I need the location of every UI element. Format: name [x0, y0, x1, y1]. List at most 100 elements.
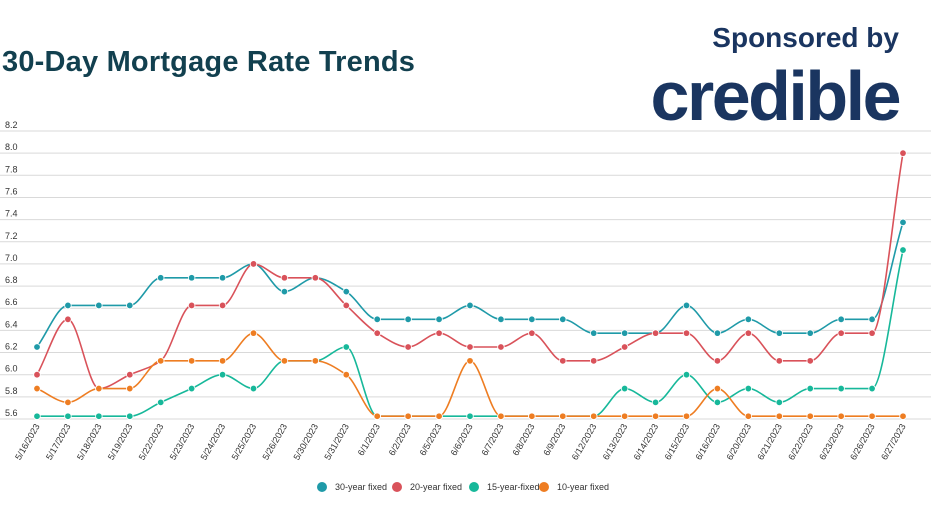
data-point: [33, 412, 41, 420]
data-point: [837, 329, 845, 337]
data-point: [64, 301, 72, 310]
data-point: [64, 412, 72, 420]
data-point: [713, 384, 722, 393]
brand-logo: credible: [650, 57, 902, 135]
x-tick-label: 6/20/2023: [724, 422, 753, 462]
x-tick-label: 5/22/2023: [137, 422, 166, 462]
data-point: [775, 329, 783, 337]
data-point: [744, 384, 753, 393]
data-point: [435, 315, 443, 324]
x-tick-label: 6/14/2023: [632, 422, 661, 462]
data-point: [744, 329, 753, 337]
data-point: [713, 398, 722, 407]
data-point: [713, 357, 722, 365]
data-point: [620, 343, 629, 351]
data-point: [868, 329, 876, 337]
y-tick-label: 5.8: [5, 386, 18, 396]
x-tick-label: 5/31/2023: [322, 422, 351, 462]
data-point: [33, 343, 41, 351]
data-point: [187, 357, 196, 365]
y-tick-label: 7.6: [5, 186, 18, 196]
x-tick-label: 6/7/2023: [479, 422, 505, 457]
data-point: [528, 412, 536, 420]
data-point: [342, 287, 350, 296]
legend-item: 30-year fixed: [317, 482, 387, 492]
data-point: [744, 412, 753, 420]
series-line-2: [37, 249, 904, 418]
chart-title: 30-Day Mortgage Rate Trends: [2, 46, 416, 78]
x-tick-label: 6/2/2023: [387, 422, 413, 457]
y-tick-label: 7.0: [5, 253, 18, 263]
data-point: [682, 301, 691, 310]
data-point: [249, 260, 258, 268]
y-tick-label: 6.0: [5, 364, 18, 374]
data-point: [187, 274, 196, 282]
data-point: [218, 370, 227, 379]
data-point: [837, 315, 845, 324]
x-tick-label: 6/22/2023: [786, 422, 815, 462]
data-point: [559, 357, 567, 365]
gridlines: [0, 130, 931, 420]
data-point: [373, 329, 381, 337]
data-point: [342, 343, 350, 351]
data-point: [126, 370, 134, 379]
legend-item: 15-year-fixed: [469, 482, 540, 492]
data-point: [651, 398, 660, 407]
data-point: [466, 301, 474, 310]
data-point: [899, 246, 907, 254]
data-point: [95, 301, 103, 310]
x-tick-label: 6/26/2023: [848, 422, 877, 462]
x-tick-label: 6/21/2023: [755, 422, 784, 462]
data-point: [682, 412, 691, 420]
legend-swatch: [317, 482, 327, 492]
data-point: [33, 384, 41, 393]
data-point: [899, 218, 907, 227]
y-tick-label: 7.2: [5, 231, 18, 241]
x-tick-label: 6/16/2023: [693, 422, 722, 462]
data-point: [497, 343, 505, 351]
data-point: [126, 384, 134, 393]
legend-label: 20-year fixed: [410, 482, 462, 492]
data-point: [620, 412, 629, 420]
legend-label: 30-year fixed: [335, 482, 387, 492]
legend-item: 20-year fixed: [392, 482, 462, 492]
x-tick-label: 5/23/2023: [168, 422, 197, 462]
data-point: [775, 398, 783, 407]
y-tick-label: 7.8: [5, 164, 18, 174]
x-tick-label: 6/12/2023: [570, 422, 599, 462]
x-tick-label: 6/6/2023: [449, 422, 475, 457]
data-point: [899, 149, 907, 157]
y-tick-label: 8.2: [5, 120, 18, 130]
data-point: [744, 315, 753, 324]
data-point: [95, 412, 103, 420]
data-point: [404, 343, 412, 351]
legend-item: 10-year fixed: [539, 482, 609, 492]
data-point: [620, 384, 629, 393]
x-tick-label: 5/18/2023: [75, 422, 104, 462]
x-tick-label: 5/30/2023: [291, 422, 320, 462]
legend-swatch: [469, 482, 479, 492]
data-point: [435, 412, 443, 420]
data-point: [311, 357, 320, 365]
data-point: [868, 384, 876, 393]
data-point: [682, 329, 691, 337]
data-point: [806, 357, 814, 365]
data-point: [157, 274, 165, 282]
x-tick-label: 6/9/2023: [541, 422, 567, 457]
data-point: [497, 315, 505, 324]
data-point: [404, 315, 412, 324]
data-point: [620, 329, 629, 337]
data-point: [373, 412, 381, 420]
data-point: [775, 412, 783, 420]
data-point: [218, 274, 227, 282]
data-point: [590, 329, 598, 337]
x-tick-label: 6/5/2023: [418, 422, 444, 457]
data-point: [559, 412, 567, 420]
data-point: [311, 274, 320, 282]
data-point: [404, 412, 412, 420]
y-tick-label: 5.6: [5, 408, 18, 418]
x-tick-label: 5/17/2023: [44, 422, 73, 462]
data-point: [868, 315, 876, 324]
x-tick-label: 5/19/2023: [106, 422, 135, 462]
data-point: [33, 370, 41, 379]
